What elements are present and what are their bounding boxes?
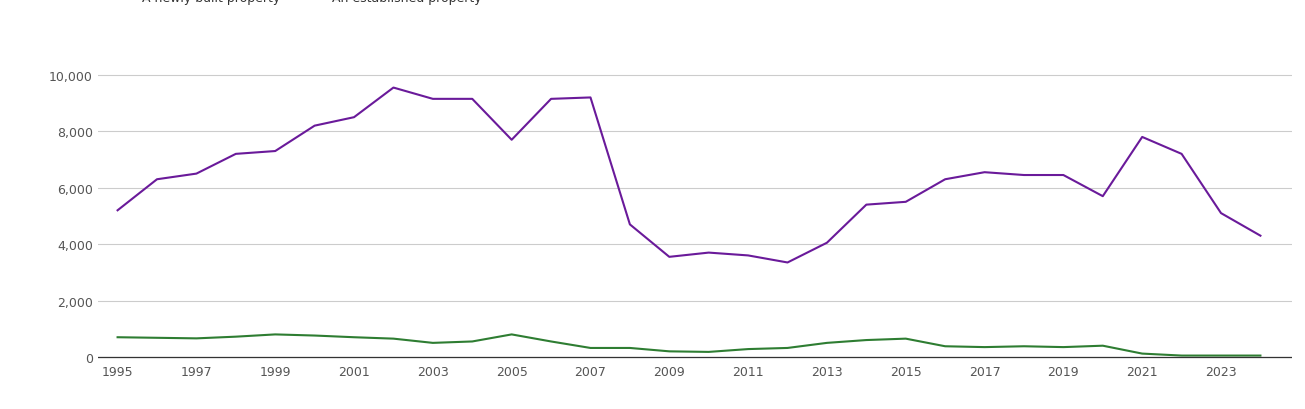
A newly built property	[346, 335, 361, 340]
A newly built property	[820, 341, 835, 346]
An established property	[543, 97, 559, 102]
An established property	[740, 253, 756, 258]
A newly built property	[543, 339, 559, 344]
An established property	[1173, 152, 1189, 157]
A newly built property	[937, 344, 953, 349]
A newly built property	[110, 335, 125, 340]
A newly built property	[1095, 344, 1111, 348]
A newly built property	[188, 336, 204, 341]
An established property	[188, 172, 204, 177]
An established property	[937, 178, 953, 182]
A newly built property	[1056, 345, 1071, 350]
An established property	[346, 115, 361, 120]
A newly built property	[582, 346, 598, 351]
Line: An established property: An established property	[117, 88, 1261, 263]
A newly built property	[268, 332, 283, 337]
An established property	[898, 200, 913, 205]
An established property	[504, 138, 519, 143]
An established property	[307, 124, 322, 129]
An established property	[1095, 194, 1111, 199]
An established property	[385, 86, 401, 91]
An established property	[149, 178, 164, 182]
An established property	[228, 152, 244, 157]
An established property	[662, 255, 677, 260]
A newly built property	[307, 333, 322, 338]
An established property	[1134, 135, 1150, 140]
A newly built property	[228, 335, 244, 339]
A newly built property	[898, 336, 913, 341]
A newly built property	[1017, 344, 1032, 349]
A newly built property	[740, 347, 756, 352]
Line: A newly built property: A newly built property	[117, 335, 1261, 356]
A newly built property	[662, 349, 677, 354]
An established property	[465, 97, 480, 102]
A newly built property	[779, 346, 795, 351]
An established property	[779, 261, 795, 265]
An established property	[701, 251, 716, 256]
A newly built property	[1173, 353, 1189, 358]
A newly built property	[701, 350, 716, 355]
An established property	[859, 203, 874, 208]
An established property	[1253, 234, 1268, 238]
A newly built property	[622, 346, 638, 351]
A newly built property	[504, 332, 519, 337]
An established property	[1214, 211, 1229, 216]
A newly built property	[1134, 351, 1150, 356]
A newly built property	[425, 341, 441, 346]
A newly built property	[976, 345, 992, 350]
A newly built property	[149, 335, 164, 340]
An established property	[582, 96, 598, 101]
An established property	[1017, 173, 1032, 178]
A newly built property	[859, 338, 874, 343]
An established property	[1056, 173, 1071, 178]
An established property	[976, 170, 992, 175]
A newly built property	[385, 336, 401, 341]
An established property	[268, 149, 283, 154]
A newly built property	[465, 339, 480, 344]
A newly built property	[1253, 353, 1268, 358]
An established property	[110, 208, 125, 213]
Legend: A newly built property, An established property: A newly built property, An established p…	[104, 0, 482, 5]
An established property	[820, 240, 835, 245]
A newly built property	[1214, 353, 1229, 358]
An established property	[622, 222, 638, 227]
An established property	[425, 97, 441, 102]
